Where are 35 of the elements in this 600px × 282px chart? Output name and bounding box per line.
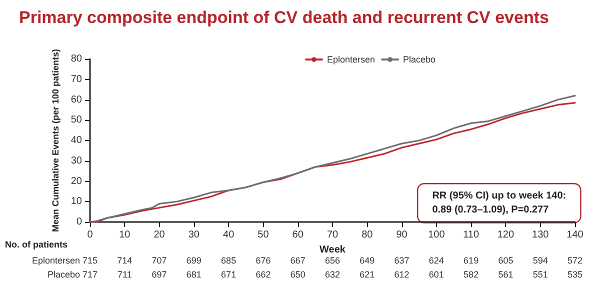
x-tick-label: 120 (497, 230, 514, 240)
legend-label: Eplontersen (327, 54, 376, 64)
x-axis-title: Week (320, 244, 346, 256)
x-tick-label: 110 (463, 230, 480, 240)
text: Placebo (47, 270, 80, 280)
x-tick-label: 20 (154, 230, 166, 240)
x-tick-label: 40 (223, 230, 235, 240)
y-tick-label: 30 (70, 155, 82, 166)
x-tick-label: 30 (188, 230, 200, 240)
y-tick-label: 40 (70, 135, 82, 146)
text: 717 711 697 681 671 662 650 632 621 612 601 582 561 551 535 (82, 270, 583, 280)
y-tick-label: 0 (76, 216, 82, 228)
x-tick-label: 130 (532, 230, 550, 240)
y-tick-label: 50 (70, 114, 82, 126)
y-tick-label: 10 (70, 196, 82, 208)
annotation: RR (95% CI) up to week 140: 0.89 (0.73–1.09), P=0.277 (432, 190, 566, 216)
x-tick-label: 50 (258, 230, 270, 240)
x-tick-label: 10 (119, 230, 131, 240)
x-tick-label: 80 (362, 230, 374, 240)
chart-title: Primary composite endpoint of CV death and recurrent CV events (19, 8, 549, 27)
x-tick-label: 90 (396, 230, 408, 240)
text: Eplontersen (32, 256, 80, 266)
x-tick-label: 60 (292, 230, 304, 240)
legend-label: Placebo (403, 54, 436, 64)
x-tick-label: 70 (326, 230, 338, 240)
y-tick-label: 80 (70, 54, 82, 64)
y-tick-label: 60 (70, 94, 82, 106)
y-axis-title: Mean Cumulative Events (per 100 patients) (50, 48, 60, 232)
x-tick-label: 100 (428, 230, 446, 240)
text: 715 714 707 699 685 676 667 656 649 637 624 619 605 594 572 (82, 256, 583, 266)
y-tick-label: 70 (70, 74, 82, 85)
y-tick-label: 20 (70, 176, 82, 187)
x-tick-label: 140 (566, 230, 584, 240)
x-tick-label: 0 (87, 230, 94, 240)
text: No. of patients (5, 240, 68, 250)
